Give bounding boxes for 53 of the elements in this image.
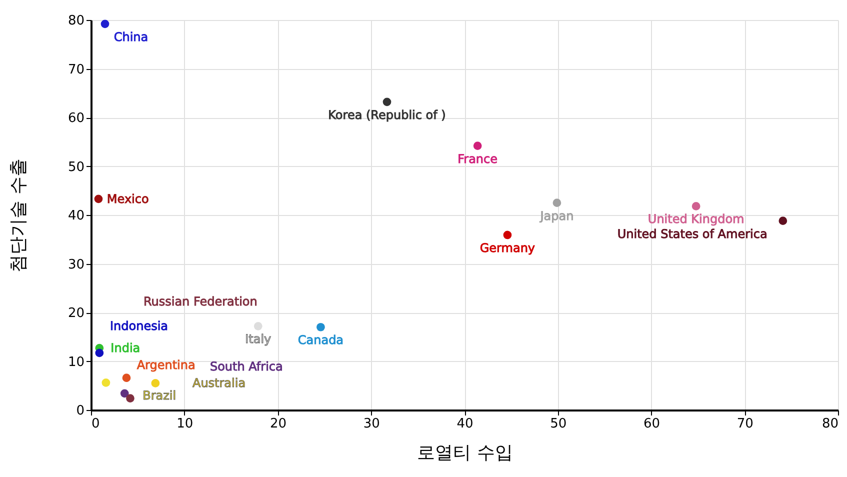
x-tick-label: 70 (736, 416, 754, 432)
series-label: China (114, 30, 148, 44)
point (151, 379, 160, 388)
x-tick-label: 80 (822, 416, 838, 432)
text: Brazil (142, 388, 176, 403)
series-label: Italy (245, 332, 272, 346)
series-label: Mexico (106, 192, 149, 206)
series-label: Indonesia (110, 318, 168, 333)
point (692, 202, 700, 210)
point (100, 20, 110, 28)
y-tick-label: 80 (68, 14, 84, 28)
series-label: India (110, 341, 140, 356)
point (120, 389, 129, 398)
x-tick-label: 10 (176, 416, 194, 432)
series-label: Germany (480, 240, 536, 255)
y-tick-label: 60 (68, 111, 84, 126)
text: Australia (192, 376, 246, 390)
y-tick-label: 10 (68, 354, 84, 370)
x-tick-label: 20 (270, 416, 287, 432)
y-tick-label: 30 (68, 257, 84, 272)
point (778, 216, 788, 226)
y-tick-label: 0 (76, 404, 84, 418)
y-axis-title: 첨단기술 수출 (8, 158, 29, 272)
point (95, 348, 104, 358)
point (382, 98, 392, 106)
series-label: United Kingdom (648, 212, 744, 226)
x-tick-label: 40 (456, 416, 474, 432)
series-label: France (458, 152, 498, 166)
series-label: Canada (298, 333, 344, 348)
x-tick-label: 50 (550, 416, 567, 432)
point (94, 194, 103, 204)
y-tick-label: 50 (68, 160, 84, 175)
point (102, 378, 110, 387)
series-label: Japan (539, 208, 574, 223)
series-label: Argentina (136, 358, 196, 372)
series-label: United States of America (617, 226, 768, 241)
point (503, 230, 512, 240)
point (316, 322, 325, 332)
y-tick-label: 20 (68, 306, 84, 321)
x-axis-title: 로열티 수입 (417, 442, 513, 464)
point (473, 142, 482, 150)
text: South Africa (210, 359, 283, 374)
y-tick-label: 70 (68, 62, 84, 78)
point (126, 394, 134, 402)
point (254, 322, 262, 330)
point (552, 198, 562, 207)
x-tick-label: 30 (363, 416, 380, 432)
x-tick-label: 60 (643, 416, 660, 432)
series-label: Korea (Republic of ) (328, 108, 446, 122)
point (122, 374, 131, 382)
y-tick-label: 40 (68, 208, 84, 224)
text: Russian Federation (143, 294, 258, 308)
x-tick-label: 0 (92, 416, 100, 432)
